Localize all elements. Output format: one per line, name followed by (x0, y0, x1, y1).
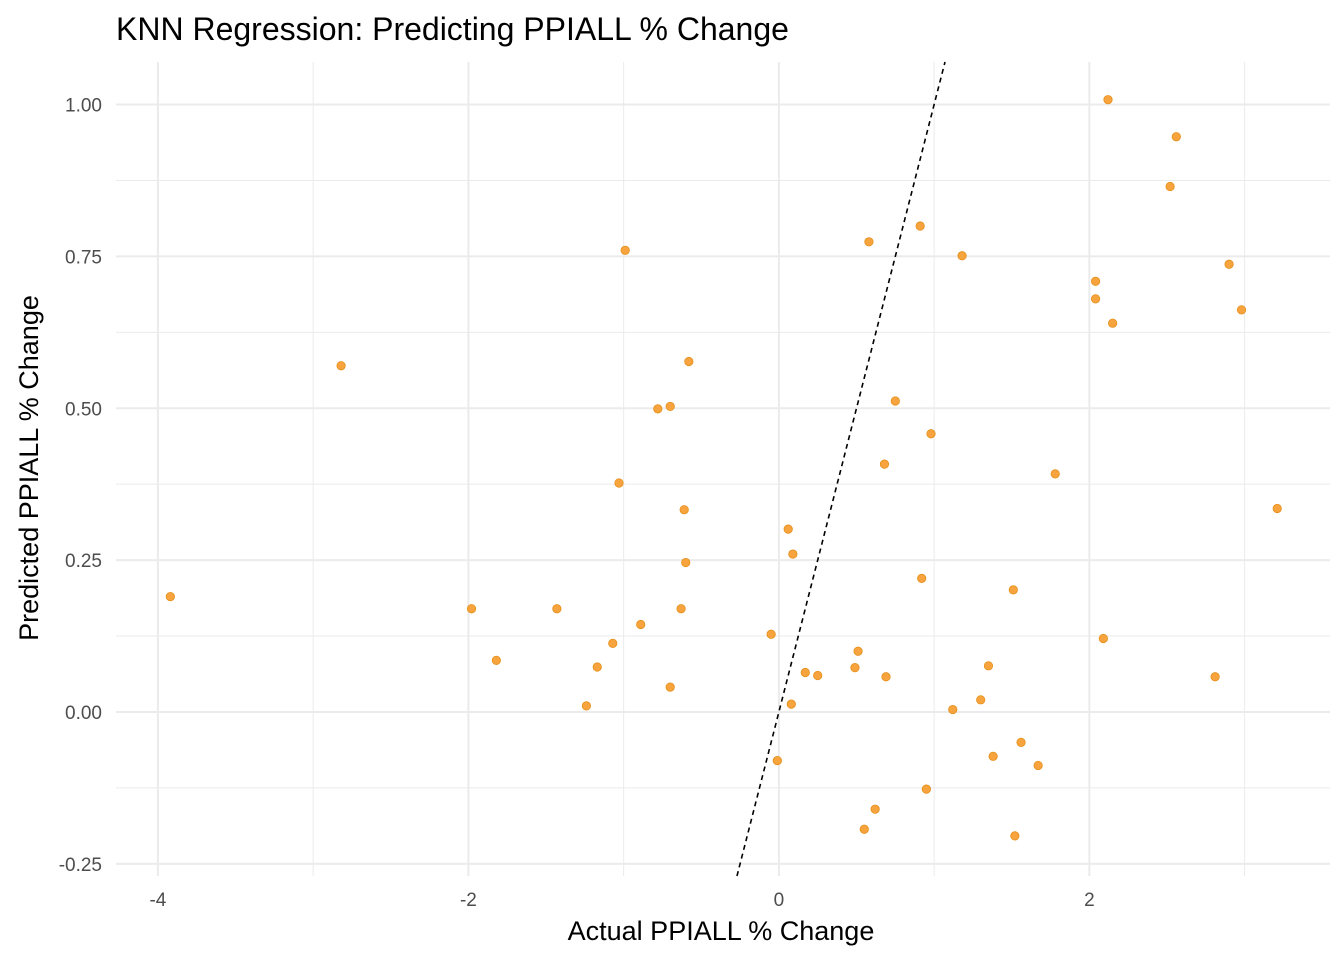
data-point (653, 404, 663, 414)
data-point (681, 557, 691, 568)
data-point (1171, 132, 1181, 142)
y-tick-label: 1.00 (65, 96, 102, 117)
data-point (581, 701, 591, 711)
data-point (1236, 305, 1247, 315)
data-point (1033, 760, 1043, 771)
data-point (926, 429, 936, 439)
data-point (1008, 585, 1018, 595)
data-point (491, 655, 501, 665)
data-point (915, 221, 925, 231)
data-point (850, 663, 860, 673)
data-point (870, 804, 880, 814)
data-point (1272, 503, 1282, 514)
grid (116, 62, 1330, 876)
data-point (1090, 276, 1101, 286)
data-point (665, 682, 675, 692)
data-point (786, 699, 796, 709)
y-tick-label: 0.75 (65, 247, 102, 268)
data-point (1210, 672, 1220, 682)
x-axis-title: Actual PPIALL % Change (568, 916, 875, 946)
data-point (636, 619, 646, 630)
data-point (676, 604, 686, 614)
data-point (957, 251, 967, 261)
data-point (772, 755, 782, 766)
chart-title: KNN Regression: Predicting PPIALL % Chan… (116, 11, 789, 47)
data-point (620, 245, 630, 255)
data-point (813, 670, 823, 681)
y-tick-label: 0.25 (65, 551, 102, 572)
data-point (1050, 469, 1060, 479)
data-point (766, 629, 776, 639)
data-point (1224, 259, 1234, 269)
data-point (983, 661, 994, 671)
data-point (859, 824, 869, 834)
data-point (614, 478, 624, 488)
data-point (800, 667, 810, 678)
data-point (948, 704, 958, 715)
reference-line-layer (736, 61, 946, 877)
data-point (336, 361, 346, 371)
tick-labels: -4 -2 0 2 -0.25 0.00 0.25 0.50 0.75 1.00 (59, 96, 1095, 911)
x-tick-label: -2 (460, 890, 477, 911)
y-tick-label: -0.25 (59, 855, 102, 876)
data-point (608, 638, 618, 648)
data-point (879, 459, 890, 469)
data-point (1098, 633, 1108, 644)
data-point (679, 505, 689, 515)
x-tick-label: -4 (149, 890, 166, 911)
data-point (1016, 737, 1026, 747)
x-tick-label: 2 (1084, 890, 1095, 911)
x-tick-label: 0 (774, 890, 785, 911)
data-point (917, 573, 927, 583)
data-point (1165, 181, 1175, 192)
data-points (165, 95, 1282, 841)
data-point (1090, 294, 1101, 304)
data-point (466, 604, 477, 614)
data-point (788, 549, 798, 559)
data-point (1010, 831, 1020, 841)
data-point (592, 662, 602, 672)
y-tick-label: 0.00 (65, 703, 102, 724)
data-point (1103, 95, 1113, 105)
data-point (1108, 318, 1118, 328)
y-tick-label: 0.50 (65, 399, 102, 420)
data-point (552, 604, 562, 614)
data-point (684, 356, 694, 367)
data-point (976, 695, 986, 705)
data-point (921, 784, 931, 794)
reference-line (736, 61, 946, 877)
data-point (783, 524, 793, 534)
data-point (165, 591, 175, 602)
data-point (665, 401, 675, 412)
data-point (988, 751, 998, 761)
y-axis-title: Predicted PPIALL % Change (14, 295, 44, 641)
data-point (864, 237, 874, 247)
data-point (853, 646, 863, 656)
data-point (890, 396, 900, 406)
data-point (881, 672, 891, 682)
